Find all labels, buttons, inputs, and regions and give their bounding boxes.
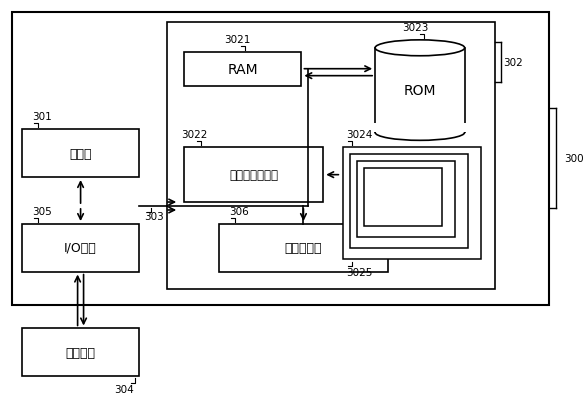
Text: 网络适配器: 网络适配器 [285,242,322,255]
Bar [219,224,388,272]
Bar [184,148,324,202]
Text: 306: 306 [229,206,249,216]
Text: 300: 300 [564,154,584,164]
Text: 3025: 3025 [346,267,373,277]
Text: 305: 305 [32,206,51,216]
Bar [184,53,301,86]
Bar [22,329,140,376]
Ellipse shape [375,41,465,57]
Text: 304: 304 [114,384,134,394]
Bar [22,130,140,178]
Text: 303: 303 [144,211,164,221]
Text: 外部设备: 外部设备 [65,346,96,359]
Text: I/O接口: I/O接口 [64,242,97,255]
Text: 302: 302 [503,57,523,68]
Bar [357,162,455,237]
Text: ROM: ROM [404,84,436,98]
Text: 3023: 3023 [402,23,428,33]
Bar [374,124,465,133]
Bar [167,23,495,289]
Text: 3022: 3022 [181,130,207,140]
Bar [350,155,468,248]
Bar [12,13,549,306]
Text: 处理器: 处理器 [69,147,92,160]
Bar [343,148,481,259]
Bar [22,224,140,272]
Ellipse shape [375,125,465,141]
Bar [364,169,442,226]
Text: 高速缓存存储器: 高速缓存存储器 [229,169,278,182]
Text: RAM: RAM [227,62,258,76]
Bar [375,49,465,133]
Text: 3021: 3021 [225,35,251,45]
Text: 3024: 3024 [346,130,373,140]
Text: 301: 301 [32,112,51,122]
